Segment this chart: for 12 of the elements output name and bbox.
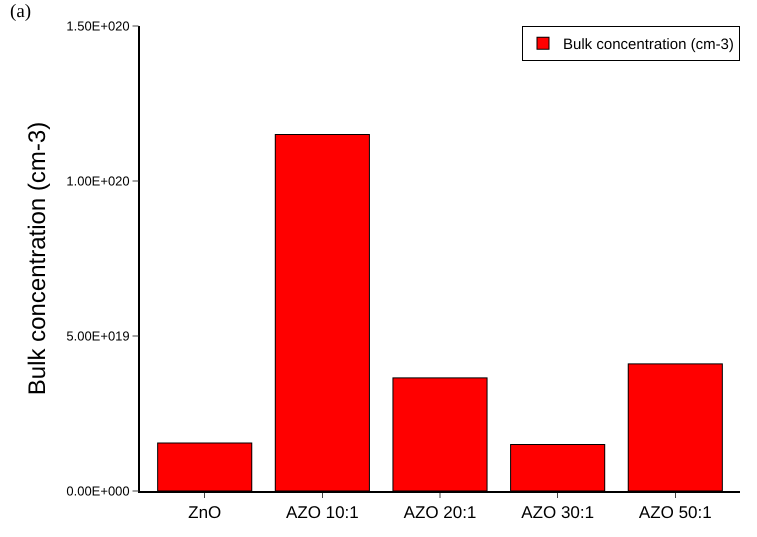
- x-tick-label: ZnO: [188, 503, 222, 522]
- legend-label: Bulk concentration (cm-3): [563, 36, 734, 54]
- y-tick-label: 0.00E+000: [66, 484, 130, 499]
- y-tick-label: 1.00E+020: [66, 174, 130, 189]
- x-tick-label: AZO 30:1: [521, 503, 594, 522]
- y-tick-label: 5.00E+019: [66, 328, 130, 344]
- text: (a): [10, 1, 32, 22]
- x-tick-label: AZO 10:1: [286, 503, 359, 522]
- y-axis-title: Bulk concentration (cm-3): [24, 122, 51, 396]
- x-tick-label: AZO 20:1: [404, 503, 476, 522]
- y-tick-label: 1.50E+020: [66, 18, 130, 34]
- x-tick-label: AZO 50:1: [638, 503, 712, 522]
